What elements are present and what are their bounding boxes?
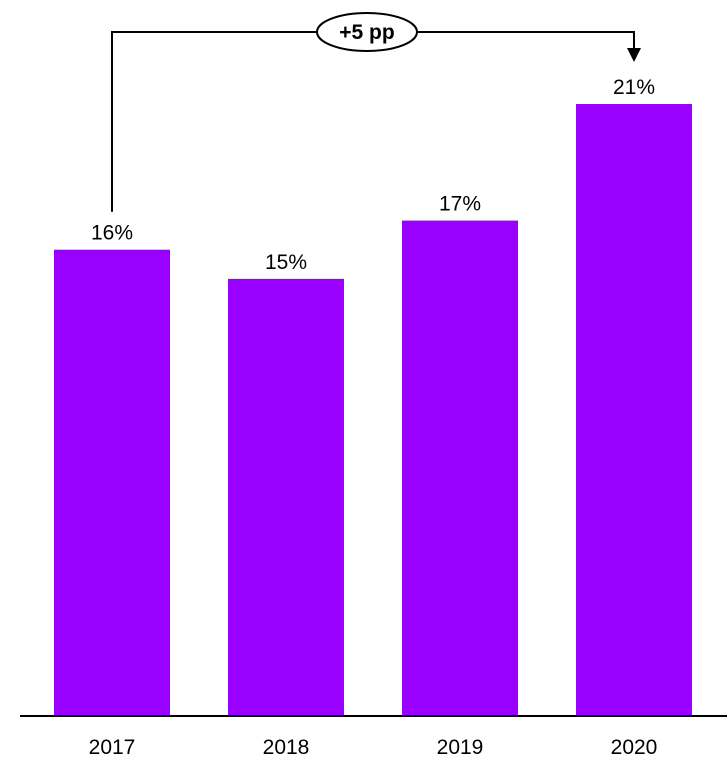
bar-2019 xyxy=(402,220,518,717)
value-labels-group: 16% 15% 17% 21% xyxy=(91,76,655,274)
value-label-2017: 16% xyxy=(91,222,133,245)
bars-group xyxy=(54,104,692,717)
x-tick-labels-group: 2017 2018 2019 2020 xyxy=(89,736,658,757)
growth-bracket-line xyxy=(111,31,635,212)
value-label-2020: 21% xyxy=(613,76,655,99)
bar-2020 xyxy=(576,104,692,716)
x-tick-label-2020: 2020 xyxy=(611,736,658,757)
growth-annotation-oval xyxy=(316,12,418,52)
value-label-2018: 15% xyxy=(265,251,307,274)
growth-annotation: +5 pp xyxy=(111,12,641,212)
x-tick-label-2018: 2018 xyxy=(263,736,310,757)
bar-2017 xyxy=(54,249,170,716)
growth-annotation-text: +5 pp xyxy=(339,21,394,44)
value-label-2019: 17% xyxy=(439,193,481,216)
x-tick-label-2019: 2019 xyxy=(437,736,484,757)
arrow-down-icon xyxy=(627,48,641,62)
bar-2018 xyxy=(228,278,344,716)
x-tick-label-2017: 2017 xyxy=(89,736,136,757)
